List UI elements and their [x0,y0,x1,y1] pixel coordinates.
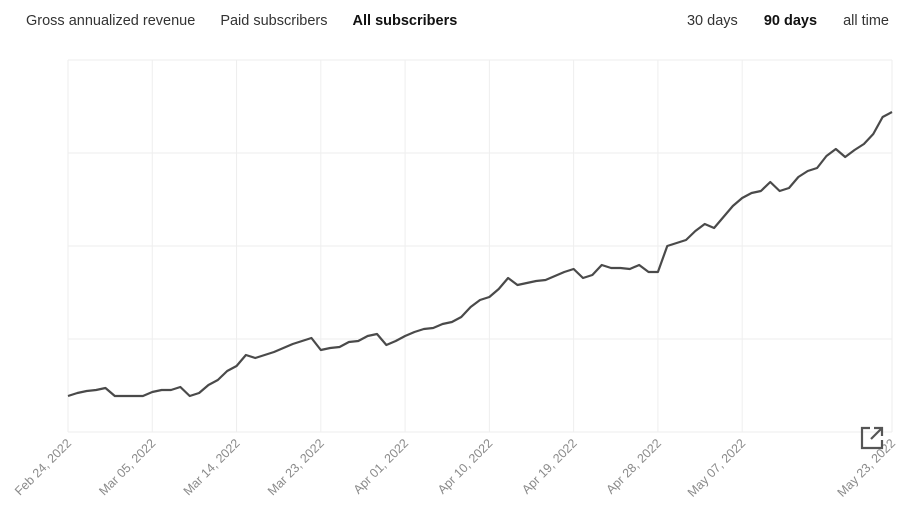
tab[interactable]: Paid subscribers [220,13,328,29]
icon-box [860,426,884,450]
tab[interactable]: All subscribers [352,13,458,29]
range-tab[interactable]: all time [843,13,889,29]
x-tick-label: May 07, 2022 [685,436,748,499]
range-tab[interactable]: 90 days [763,13,818,29]
line-series [67,111,893,398]
range-tabs: 30 days 90 days all time [665,13,889,29]
x-tick-label: Mar 14, 2022 [181,436,243,498]
x-tick-label: Mar 23, 2022 [265,436,327,498]
icon-arrow [870,426,884,440]
x-tick-label: Apr 28, 2022 [604,436,665,497]
external-link-icon[interactable] [860,426,884,450]
tab[interactable]: Gross annualized revenue [26,13,196,29]
x-tick-label: May 23, 2022 [835,436,898,499]
range-tab[interactable]: 30 days [686,13,738,29]
x-tick-label: Apr 01, 2022 [351,436,412,497]
x-tick-label: Apr 10, 2022 [435,436,496,497]
x-tick-label: Apr 19, 2022 [519,436,580,497]
x-tick-label: Feb 24, 2022 [12,436,74,498]
x-tick-label: Mar 05, 2022 [96,436,158,498]
metric-tabs: Gross annualized revenue Paid subscriber… [26,13,478,29]
